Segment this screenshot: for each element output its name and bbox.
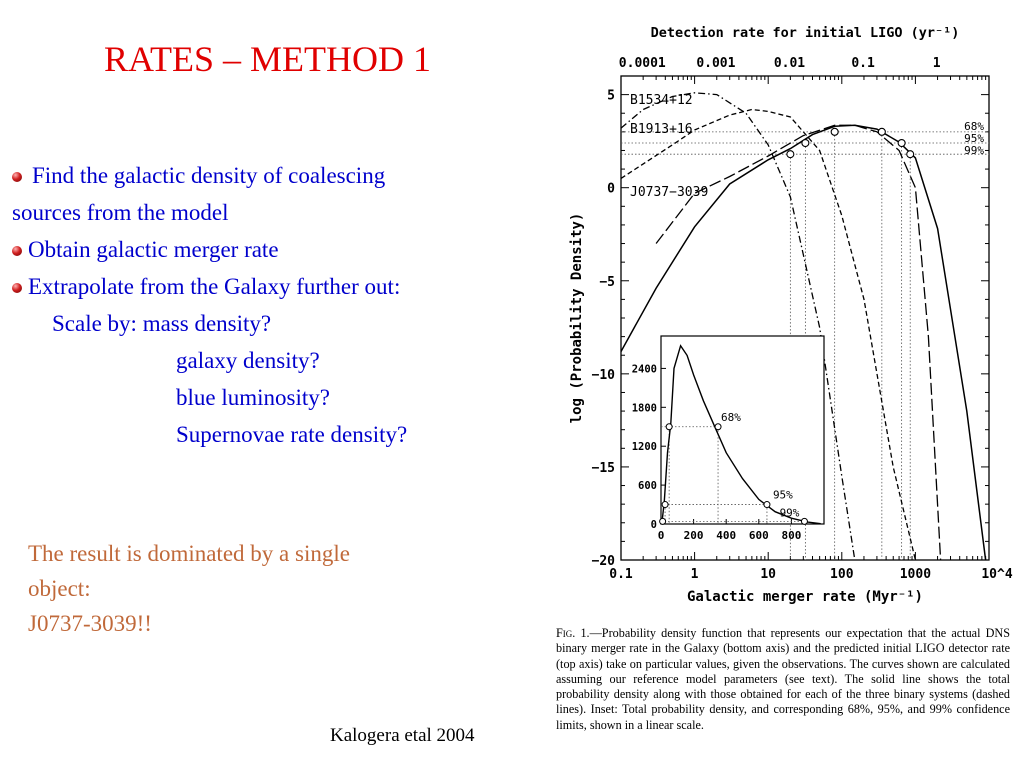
probability-density-figure: 0.1 1 10 100 1000 10^4 5 0 −5 −10 −15 −20 0.0001 0.00…: [540, 18, 1023, 618]
inset-y-tick-label: 2400: [632, 363, 657, 375]
inset-y-tick-label: 600: [638, 480, 657, 492]
series-line-total: [621, 124, 987, 560]
series-line-b1913-16: [621, 108, 917, 560]
bullet-item-2: Obtain galactic merger rate: [12, 231, 542, 268]
confidence-point: [877, 127, 886, 136]
confidence-point: [897, 138, 906, 148]
x-axis-label: Galactic merger rate (Myr⁻¹): [687, 589, 923, 605]
y-tick-label: 5: [607, 89, 615, 104]
x-tick-label: 1: [691, 567, 699, 582]
citation: Kalogera etal 2004: [330, 725, 475, 746]
inset-total-line: [661, 344, 821, 524]
inset-confidence-point: [659, 517, 667, 525]
x-tick-label: 0.1: [609, 567, 633, 582]
inset-x-tick-label: 400: [716, 529, 736, 542]
inset-confidence-label: 68%: [721, 411, 741, 424]
inset-confidence-point: [800, 517, 808, 525]
confidence-point: [786, 150, 795, 159]
y-tick-label: −10: [592, 368, 616, 383]
series-label: J0737−3039: [630, 185, 708, 200]
bullet-dot-icon: [12, 246, 22, 256]
inset-confidence-point: [714, 423, 722, 431]
x-tick-label: 10: [760, 567, 776, 582]
top-tick-label: 0.01: [774, 56, 805, 71]
top-axis-label: Detection rate for initial LIGO (yr⁻¹): [651, 25, 960, 41]
bullet-list: Find the galactic density of coalescing …: [12, 157, 542, 453]
inset-confidence-point: [665, 423, 673, 431]
inset-frame: [660, 335, 825, 525]
bullet-text-3: Extrapolate from the Galaxy further out:: [28, 274, 401, 299]
confidence-label: 68%: [964, 120, 984, 133]
inset-x-tick-label: 0: [658, 529, 665, 542]
confidence-point: [830, 127, 839, 136]
inset-x-tick-label: 200: [684, 529, 704, 542]
y-tick-label: 0: [607, 182, 615, 197]
series-line-b1534-12: [621, 92, 856, 560]
bullet-item-3: Extrapolate from the Galaxy further out:: [12, 268, 542, 305]
confidence-label: 99%: [964, 144, 984, 157]
inset-confidence-point: [661, 501, 669, 509]
top-tick-label: 1: [933, 56, 941, 71]
figure-caption: Fig. 1.—Probability density function tha…: [556, 626, 1010, 733]
y-tick-label: −20: [592, 554, 616, 569]
inset-y-tick-label: 0: [651, 519, 657, 531]
caption-prefix: Fig. 1.: [556, 626, 590, 640]
inset-x-tick-label: 800: [781, 529, 801, 542]
x-tick-label: 1000: [900, 567, 931, 582]
scale-label: Scale by: mass density?: [52, 311, 272, 336]
result-line-1: The result is dominated by a single: [28, 541, 350, 566]
result-line-3: J0737-3039!!: [28, 611, 152, 636]
confidence-label: 95%: [964, 132, 984, 145]
inset-confidence-label: 99%: [780, 506, 800, 519]
slide-title: RATES – METHOD 1: [104, 39, 432, 79]
x-tick-label: 100: [830, 567, 854, 582]
x-tick-label: 10^4: [981, 567, 1012, 582]
scale-item-luminosity: blue luminosity?: [176, 385, 330, 410]
caption-text: —Probability density function that repre…: [556, 626, 1010, 732]
top-tick-label: 0.1: [851, 56, 875, 71]
inset-confidence-point: [763, 501, 771, 509]
result-line-2: object:: [28, 576, 91, 601]
figure-svg: 0.1 1 10 100 1000 10^450−5−10−15−200.0001 0.00…: [569, 25, 1013, 605]
bullet-dot-icon: [12, 283, 22, 293]
inset-y-tick-label: 1200: [632, 441, 657, 453]
y-tick-label: −15: [592, 461, 615, 476]
top-tick-label: 0.0001: [619, 56, 666, 71]
result-note: The result is dominated by a single obje…: [28, 536, 498, 641]
confidence-point: [906, 150, 915, 159]
bullet-item-1: Find the galactic density of coalescing: [12, 157, 542, 194]
inset-x-tick-label: 600: [749, 529, 769, 542]
confidence-point: [801, 138, 810, 148]
bullet-text-1: Find the galactic density of coalescing: [32, 163, 386, 188]
bullet-continuation-1: sources from the model: [12, 200, 229, 225]
inset-confidence-label: 95%: [773, 489, 793, 502]
bullet-text-2: Obtain galactic merger rate: [28, 237, 279, 262]
top-tick-label: 0.001: [696, 56, 735, 71]
y-axis-label: log (Probability Density): [569, 213, 585, 424]
series-label: B1913+16: [630, 122, 693, 137]
scale-item-supernovae: Supernovae rate density?: [176, 422, 408, 447]
series-label: B1534+12: [630, 93, 693, 108]
bullet-dot-icon: [12, 172, 22, 182]
y-tick-label: −5: [599, 275, 615, 290]
inset-y-tick-label: 1800: [632, 402, 657, 414]
scale-item-galaxy: galaxy density?: [176, 348, 320, 373]
